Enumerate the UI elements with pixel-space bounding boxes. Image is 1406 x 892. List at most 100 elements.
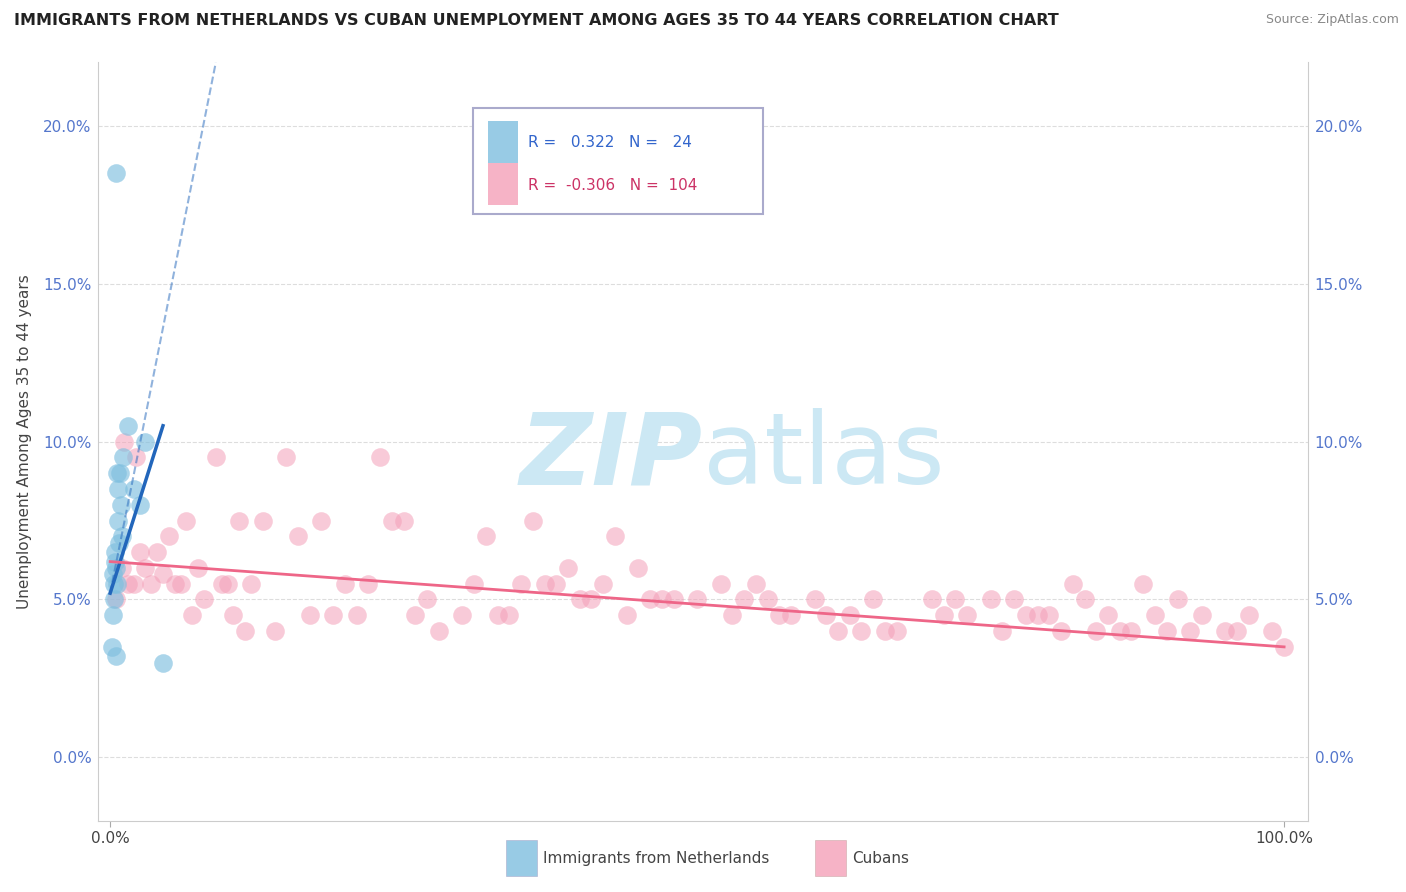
- Point: [1215, 624, 1237, 639]
- Point: [921, 592, 943, 607]
- Point: [141, 576, 163, 591]
- Point: [945, 592, 967, 607]
- Point: [128, 498, 150, 512]
- Point: [240, 576, 263, 591]
- Point: [117, 576, 139, 591]
- Point: [105, 561, 128, 575]
- Bar: [488, 163, 517, 205]
- Point: [1167, 592, 1189, 607]
- Point: [404, 608, 426, 623]
- Point: [357, 576, 380, 591]
- Text: Cubans: Cubans: [852, 851, 910, 865]
- Point: [1143, 608, 1166, 623]
- Point: [603, 529, 626, 543]
- Point: [1121, 624, 1143, 639]
- Point: [768, 608, 790, 623]
- Point: [193, 592, 215, 607]
- Point: [105, 592, 128, 607]
- Point: [838, 608, 860, 623]
- Point: [1073, 592, 1095, 607]
- Point: [557, 561, 579, 575]
- Point: [980, 592, 1002, 607]
- Point: [125, 450, 148, 465]
- Point: [146, 545, 169, 559]
- Point: [1050, 624, 1073, 639]
- Point: [1062, 576, 1084, 591]
- Point: [111, 529, 134, 543]
- Point: [157, 529, 180, 543]
- Point: [1156, 624, 1178, 639]
- Point: [486, 608, 509, 623]
- Point: [111, 561, 134, 575]
- Point: [105, 466, 128, 480]
- Point: [152, 656, 174, 670]
- Point: [101, 640, 124, 654]
- Point: [112, 434, 135, 449]
- Point: [134, 434, 156, 449]
- Point: [322, 608, 344, 623]
- Point: [128, 545, 150, 559]
- Point: [1191, 608, 1213, 623]
- Text: atlas: atlas: [703, 409, 945, 505]
- Point: [163, 576, 186, 591]
- Point: [392, 514, 415, 528]
- Point: [686, 592, 709, 607]
- Text: IMMIGRANTS FROM NETHERLANDS VS CUBAN UNEMPLOYMENT AMONG AGES 35 TO 44 YEARS CORR: IMMIGRANTS FROM NETHERLANDS VS CUBAN UNE…: [14, 13, 1059, 29]
- Point: [1002, 592, 1025, 607]
- Point: [451, 608, 474, 623]
- Point: [176, 514, 198, 528]
- Point: [181, 608, 204, 623]
- Point: [1038, 608, 1060, 623]
- Point: [533, 576, 555, 591]
- Point: [152, 567, 174, 582]
- Point: [721, 608, 744, 623]
- Point: [276, 450, 298, 465]
- Point: [546, 576, 568, 591]
- Point: [627, 561, 650, 575]
- Point: [298, 608, 321, 623]
- Point: [662, 592, 685, 607]
- Point: [862, 592, 884, 607]
- Point: [222, 608, 245, 623]
- Point: [122, 576, 145, 591]
- Point: [1272, 640, 1295, 654]
- Point: [1026, 608, 1049, 623]
- Point: [745, 576, 768, 591]
- Point: [463, 576, 485, 591]
- Point: [873, 624, 896, 639]
- Point: [368, 450, 391, 465]
- Point: [105, 166, 128, 180]
- Point: [1261, 624, 1284, 639]
- Point: [427, 624, 450, 639]
- Point: [233, 624, 256, 639]
- Point: [228, 514, 250, 528]
- Point: [105, 576, 128, 591]
- Point: [103, 592, 125, 607]
- Point: [416, 592, 439, 607]
- Point: [252, 514, 274, 528]
- FancyBboxPatch shape: [474, 108, 763, 214]
- Bar: [488, 120, 517, 162]
- Point: [581, 592, 603, 607]
- Point: [107, 482, 129, 496]
- Point: [886, 624, 908, 639]
- Point: [1097, 608, 1119, 623]
- Point: [1226, 624, 1249, 639]
- Text: Source: ZipAtlas.com: Source: ZipAtlas.com: [1265, 13, 1399, 27]
- Point: [169, 576, 191, 591]
- Point: [103, 576, 125, 591]
- Point: [333, 576, 356, 591]
- Point: [568, 592, 591, 607]
- Point: [1132, 576, 1154, 591]
- Point: [522, 514, 544, 528]
- Point: [991, 624, 1014, 639]
- Point: [204, 450, 226, 465]
- Point: [756, 592, 779, 607]
- Text: R =   0.322   N =   24: R = 0.322 N = 24: [527, 135, 692, 150]
- Point: [1108, 624, 1130, 639]
- Point: [1015, 608, 1038, 623]
- Point: [710, 576, 733, 591]
- Point: [101, 567, 124, 582]
- Point: [651, 592, 673, 607]
- Point: [803, 592, 825, 607]
